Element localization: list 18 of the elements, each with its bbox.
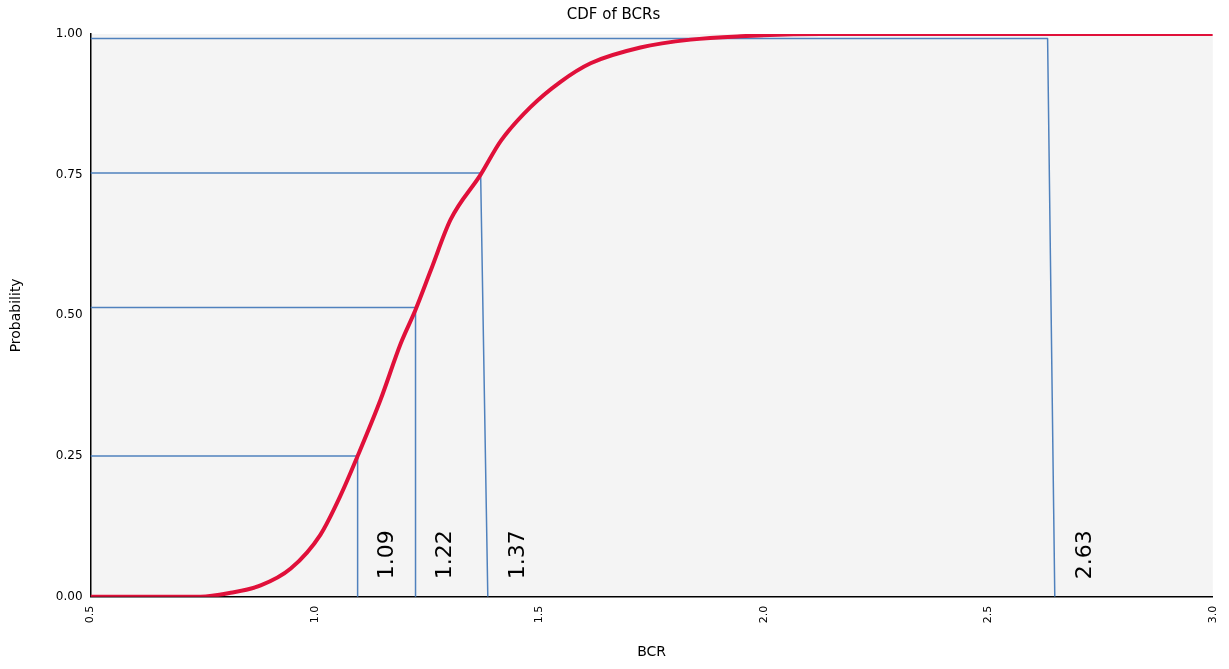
chart-title: CDF of BCRs xyxy=(566,4,661,23)
annotation: 2.63 xyxy=(1070,530,1096,580)
y-tick-label: 0.75 xyxy=(55,166,83,181)
annotation: 1.09 xyxy=(373,530,399,580)
y-axis-title: Probability xyxy=(7,278,24,353)
x-tick-label: 2.0 xyxy=(756,605,770,624)
annotation: 1.37 xyxy=(503,530,529,580)
x-tick-label: 1.5 xyxy=(532,605,546,624)
x-tick-label: 0.5 xyxy=(83,605,97,624)
y-tick-label: 1.00 xyxy=(55,26,83,41)
y-tick-label: 0.00 xyxy=(55,588,83,603)
y-tick-label: 0.25 xyxy=(55,448,83,463)
x-tick-label: 2.5 xyxy=(981,605,995,624)
annotation: 1.22 xyxy=(431,530,457,580)
x-axis-title: BCR xyxy=(637,643,667,660)
x-tick-label: 1.0 xyxy=(307,605,321,624)
y-tick-label: 0.50 xyxy=(55,307,83,322)
x-tick-label: 3.0 xyxy=(1205,605,1219,624)
